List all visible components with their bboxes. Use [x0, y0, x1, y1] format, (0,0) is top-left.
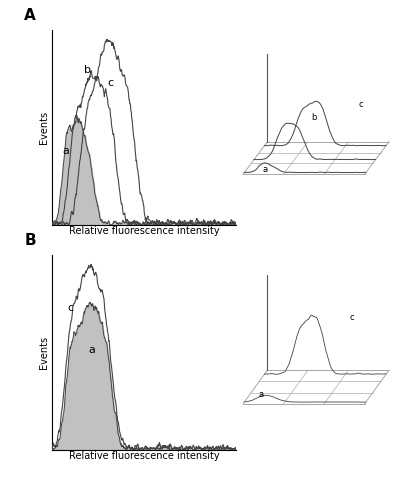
Text: c: c — [358, 100, 363, 108]
Text: a: a — [89, 346, 96, 356]
Text: A: A — [24, 8, 36, 23]
Y-axis label: Events: Events — [39, 336, 49, 369]
Text: b: b — [312, 113, 317, 122]
X-axis label: Relative fluorescence intensity: Relative fluorescence intensity — [69, 452, 219, 462]
Text: a: a — [62, 146, 69, 156]
Text: c: c — [107, 78, 113, 88]
Text: c: c — [350, 313, 354, 322]
Text: c: c — [68, 302, 74, 312]
Text: B: B — [24, 233, 36, 248]
X-axis label: Relative fluorescence intensity: Relative fluorescence intensity — [69, 226, 219, 236]
Text: a: a — [258, 390, 263, 399]
Y-axis label: Events: Events — [39, 111, 49, 144]
Text: b: b — [84, 64, 91, 74]
Text: a: a — [263, 164, 268, 173]
